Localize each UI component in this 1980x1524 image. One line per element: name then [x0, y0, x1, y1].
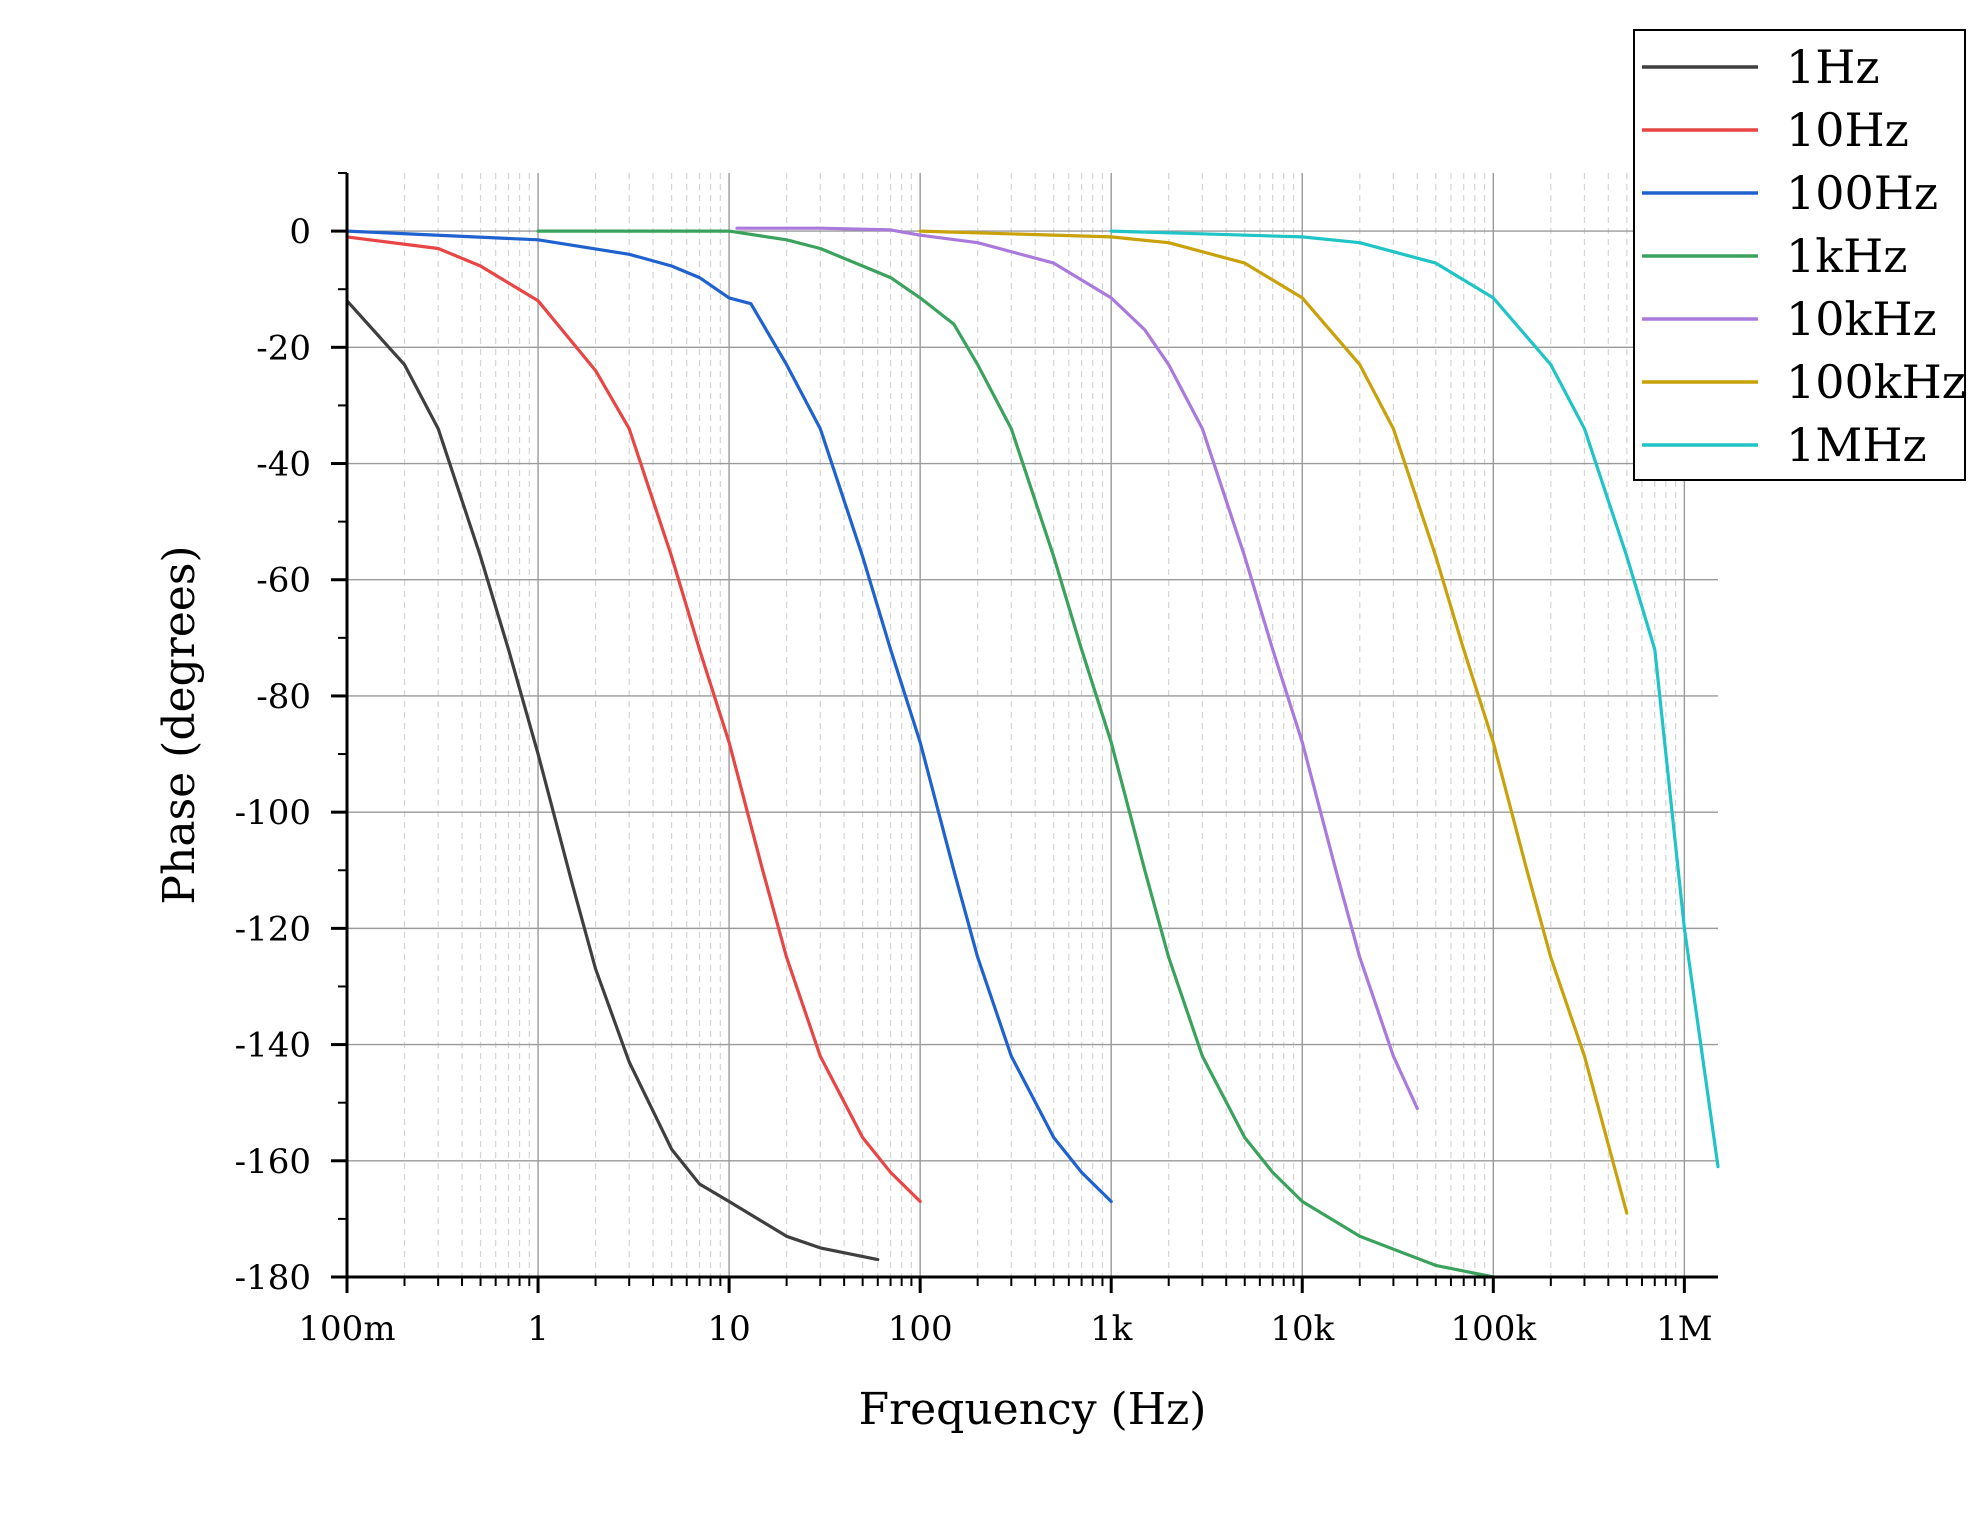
x-axis-title: Frequency (Hz) — [859, 1384, 1207, 1435]
x-tick-label: 1k — [1090, 1309, 1133, 1349]
legend-label: 10Hz — [1786, 103, 1909, 157]
y-tick-label: -40 — [256, 445, 311, 485]
y-tick-label: -180 — [235, 1258, 311, 1298]
x-tick-label: 10 — [707, 1309, 750, 1349]
axes-layer: 100m 1 10 100 1k 10k 100k 1M 0 -20 -40 -60 -80 -100 -1… — [154, 172, 1718, 1435]
x-tick-label: 100m — [298, 1309, 395, 1349]
y-tick-label: -80 — [256, 677, 311, 717]
grid-layer — [347, 173, 1718, 1277]
series-line-10Hz — [345, 235, 922, 1204]
series-line-100Hz — [345, 229, 1113, 1204]
legend-label: 1kHz — [1786, 229, 1908, 283]
series-line-1MHz — [1109, 229, 1720, 1169]
y-tick-label: -120 — [235, 909, 311, 949]
x-tick-label: 100 — [888, 1309, 953, 1349]
y-tick-label: -60 — [256, 561, 311, 601]
legend-label: 100kHz — [1786, 355, 1966, 409]
y-axis-title: Phase (degrees) — [154, 545, 205, 904]
y-tick-label: -100 — [235, 793, 311, 833]
y-tick-label: -160 — [235, 1142, 311, 1182]
series-line-100kHz — [918, 229, 1629, 1215]
series-line-1Hz — [345, 299, 880, 1262]
series-line-10kHz — [735, 226, 1419, 1111]
x-tick-label: 10k — [1270, 1309, 1334, 1349]
legend-label: 100Hz — [1786, 166, 1938, 220]
series-line-1kHz — [536, 229, 1495, 1279]
x-tick-label: 1 — [527, 1309, 549, 1349]
legend-label: 1MHz — [1786, 418, 1927, 472]
legend-label: 10kHz — [1786, 292, 1937, 346]
y-tick-label: -140 — [235, 1026, 311, 1066]
y-tick-label: 0 — [289, 212, 311, 252]
series-layer — [345, 226, 1720, 1279]
x-tick-label: 1M — [1656, 1309, 1712, 1349]
x-tick-label: 100k — [1451, 1309, 1537, 1349]
legend: 1Hz 10Hz 100Hz 1kHz 10kHz 100kHz 1MHz — [1633, 29, 1966, 481]
legend-label: 1Hz — [1786, 40, 1880, 94]
y-tick-label: -20 — [256, 328, 311, 368]
